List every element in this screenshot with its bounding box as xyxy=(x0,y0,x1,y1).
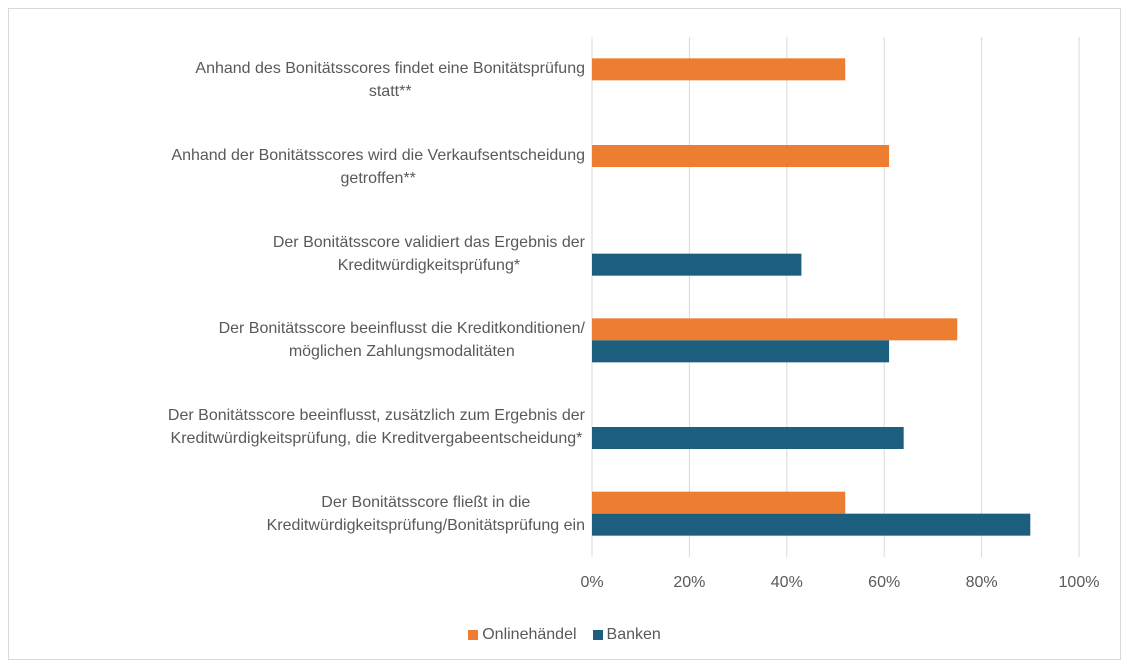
bar xyxy=(592,253,802,276)
bar xyxy=(592,58,846,81)
category-label: Der Bonitätsscore beeinflusst, zusätzlic… xyxy=(167,407,585,447)
category-label: Der Bonitätsscore beeinflusst die Kredit… xyxy=(218,320,585,361)
x-tick-label: 60% xyxy=(868,574,900,591)
category-label: Anhand der Bonitätsscores wird die Verka… xyxy=(171,147,585,187)
legend-swatch xyxy=(468,630,479,640)
x-tick-label: 80% xyxy=(966,574,998,591)
x-tick-label: 40% xyxy=(771,574,803,591)
chart-border xyxy=(8,8,1121,660)
legend-item: Onlinehändel xyxy=(468,626,577,644)
category-label: Anhand des Bonitätsscores findet eine Bo… xyxy=(195,60,585,101)
bar xyxy=(592,491,846,514)
x-tick-label: 20% xyxy=(673,574,705,591)
category-label: Der Bonitätsscore fließt in die Kreditwü… xyxy=(266,493,585,534)
x-tick-label: 100% xyxy=(1059,574,1100,591)
legend-swatch xyxy=(592,630,603,640)
category-label: Der Bonitätsscore validiert das Ergebnis… xyxy=(272,233,585,274)
legend-label: Onlinehändel xyxy=(482,626,577,643)
x-tick-label: 0% xyxy=(580,574,603,591)
bar xyxy=(592,318,958,341)
bar xyxy=(592,513,1031,536)
legend: Onlinehändel Banken xyxy=(0,626,1129,644)
bar xyxy=(592,145,890,167)
bar xyxy=(592,340,890,363)
legend-label: Banken xyxy=(606,626,661,643)
legend-item: Banken xyxy=(592,626,661,644)
bar xyxy=(592,427,904,449)
